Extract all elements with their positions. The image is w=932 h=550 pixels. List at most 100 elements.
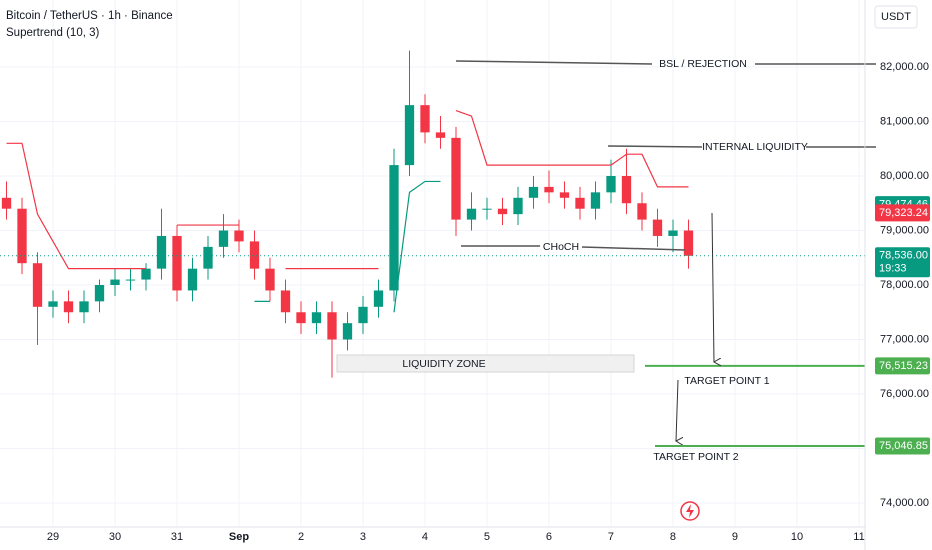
candle-body (404, 105, 415, 166)
bsl-line (455, 60, 653, 65)
candle-body (358, 306, 368, 324)
candle-body (482, 208, 492, 210)
x-tick-label: 31 (171, 531, 183, 543)
x-tick-label: 8 (670, 531, 676, 543)
candle-body (683, 230, 694, 256)
candle-body (342, 323, 353, 340)
x-tick-label: 29 (47, 531, 59, 543)
price-label: 75,046.85 (879, 440, 928, 452)
choch-line (581, 246, 686, 251)
candle-body (497, 208, 508, 215)
arrow (676, 379, 678, 441)
y-tick-label: 74,000.00 (880, 497, 929, 509)
candle-body (218, 230, 229, 247)
y-tick-label: 82,000.00 (880, 61, 929, 73)
price-label-box (875, 204, 930, 222)
indicator-title: Supertrend (10, 3) (6, 27, 100, 39)
candle-body (94, 285, 105, 302)
candle-body (48, 301, 58, 307)
candle-body (420, 105, 430, 133)
supertrend-line (6, 110, 689, 270)
price-label-box (875, 357, 930, 375)
price-label-time: 19:33 (879, 263, 907, 275)
x-tick-label: 9 (732, 531, 738, 543)
x-tick-label: 4 (422, 531, 428, 543)
candle-body (327, 312, 337, 340)
price-label: 78,536.00 (879, 250, 928, 262)
x-tick-label: 30 (109, 531, 121, 543)
liquidity-zone (336, 354, 635, 373)
candle-body (451, 137, 461, 220)
candle-body (606, 175, 616, 193)
candle-body (203, 246, 213, 269)
candle-body (528, 186, 539, 198)
candle-body (513, 197, 523, 215)
x-tick-label: 7 (608, 531, 614, 543)
candle-body (590, 192, 601, 209)
logo-icon (686, 504, 694, 518)
x-tick-label: 3 (360, 531, 366, 543)
candle-body (559, 192, 570, 198)
y-tick-label: 81,000.00 (880, 115, 929, 127)
candle-body (249, 241, 260, 269)
candle-body (637, 203, 647, 220)
candle-body (668, 230, 678, 236)
candle-body (265, 268, 275, 291)
price-label: 79,323.24 (879, 207, 928, 219)
y-tick-label: 78,000.00 (880, 279, 929, 291)
symbol-title: Bitcoin / TetherUS · 1h · Binance (6, 10, 173, 22)
annotation: TARGET POINT 1 (684, 375, 769, 387)
annotation: LIQUIDITY ZONE (402, 358, 485, 370)
y-tick-label: 79,000.00 (880, 224, 929, 236)
axes: 74,000.0075,000.0076,000.0077,000.0078,0… (47, 61, 930, 543)
candle-body (125, 279, 136, 281)
candle-body (296, 312, 306, 324)
internal-liquidity-line (607, 145, 703, 148)
grid (0, 0, 865, 527)
candle-body (575, 197, 585, 209)
arrow (711, 212, 714, 362)
candle-body (234, 230, 244, 242)
candle-body (172, 235, 182, 291)
x-tick-label: 6 (546, 531, 552, 543)
candle-body (63, 301, 74, 313)
candle-body (435, 132, 446, 138)
candle-body (79, 301, 89, 313)
candle-body (280, 290, 291, 313)
currency-button[interactable] (874, 5, 918, 29)
candle-body (1, 197, 12, 209)
candle-body (373, 290, 384, 307)
candle-body (17, 208, 27, 264)
y-tick-label: 76,000.00 (880, 388, 929, 400)
candle-body (389, 165, 399, 291)
x-tick-label: 10 (791, 531, 803, 543)
candle-body (32, 263, 43, 307)
price-label-box (875, 247, 930, 278)
x-tick-label: 11 (853, 531, 864, 543)
annotation: CHoCH (543, 241, 579, 253)
y-tick-label: 77,000.00 (880, 333, 929, 345)
x-tick-label: 5 (484, 531, 490, 543)
candle-body (156, 235, 167, 269)
marks (0, 50, 865, 447)
candle-body (110, 279, 120, 286)
candle-body (141, 268, 151, 280)
annotation: TARGET POINT 2 (653, 451, 738, 463)
price-label-box (875, 437, 930, 455)
candle-body (544, 186, 554, 193)
candle-body (652, 219, 663, 236)
candle-body (621, 175, 632, 204)
annotation: BSL / REJECTION (659, 58, 747, 70)
candle-body (311, 312, 322, 324)
candle-body (187, 268, 198, 291)
x-tick-label: 2 (298, 531, 304, 543)
annotation: INTERNAL LIQUIDITY (702, 141, 808, 153)
price-label: 76,515.23 (879, 360, 928, 372)
supertrend-line (254, 180, 441, 313)
x-tick-label: Sep (229, 531, 249, 543)
currency: USDT (881, 11, 911, 23)
candle-body (466, 208, 477, 220)
y-tick-label: 80,000.00 (880, 170, 929, 182)
